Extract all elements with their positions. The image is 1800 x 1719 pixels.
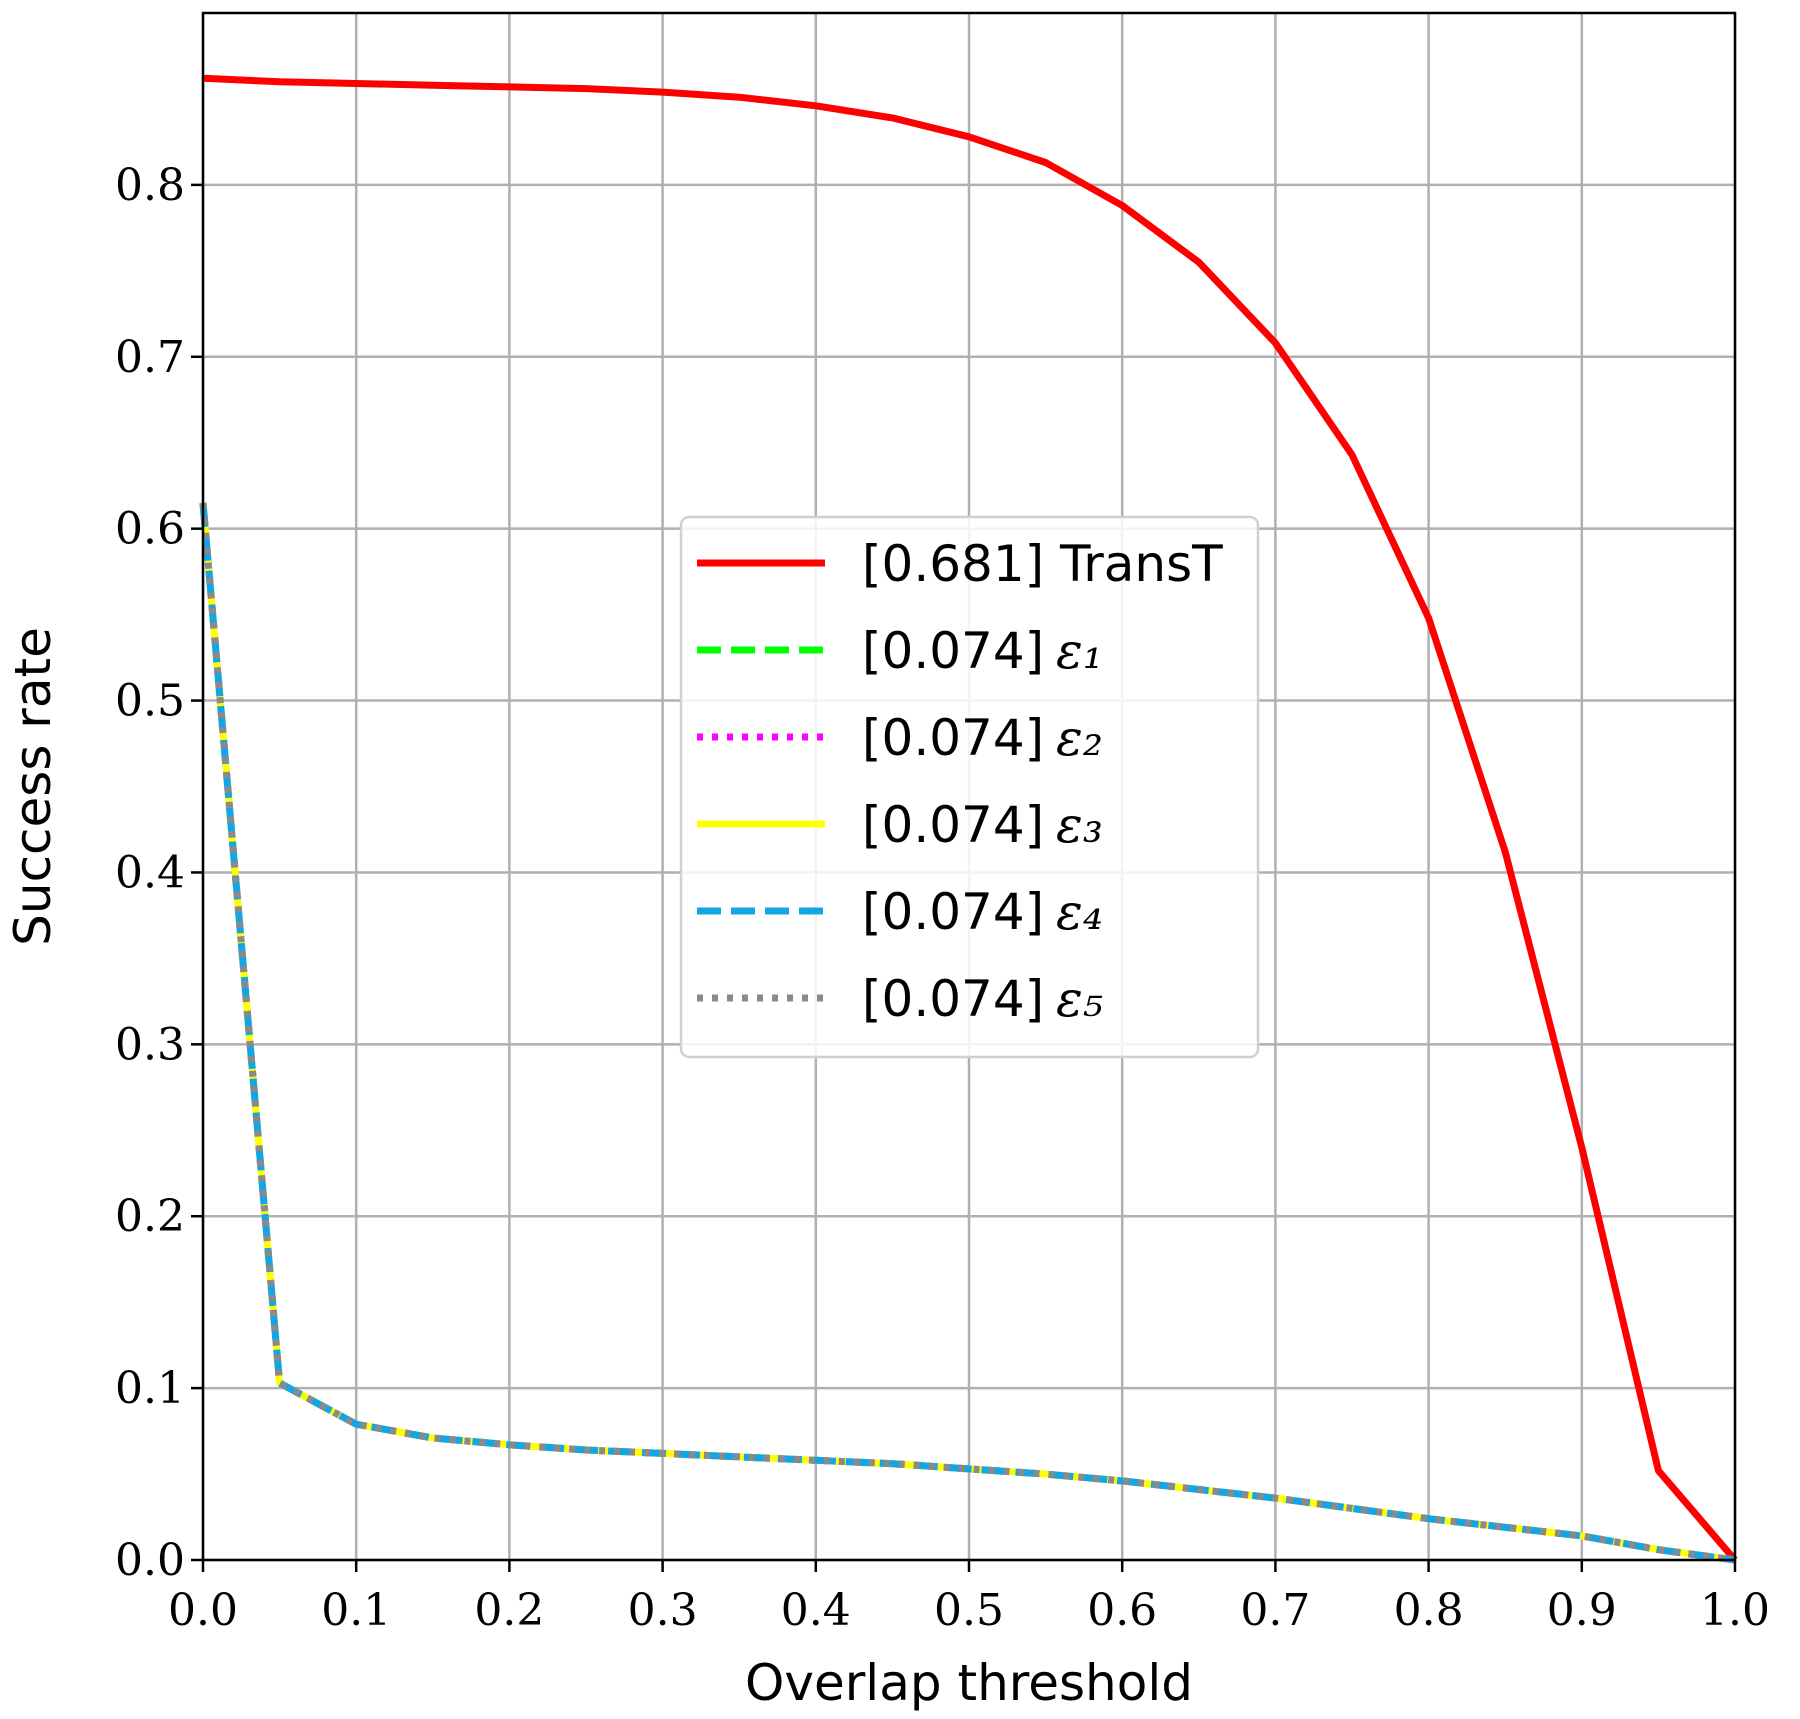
legend-label-1: [0.681] TransT — [862, 535, 1223, 593]
series-line-5 — [199, 502, 1736, 1564]
y-tick-label: 0.7 — [115, 332, 185, 383]
x-tick-label: 1.0 — [1700, 1585, 1770, 1636]
legend-symbol-4: ε₃ — [1056, 796, 1103, 854]
axis-ticks: 0.0 0.1 0.2 0.3 0.4 0.5 0.6 0.7 0.8 0.9 1.0 0.0 0.1 0… — [115, 160, 1770, 1636]
legend-label-5: [0.074] — [862, 883, 1044, 941]
legend-symbol-6: ε₅ — [1056, 970, 1103, 1028]
legend-label-3: [0.074] — [862, 709, 1044, 767]
y-tick-label: 0.6 — [115, 504, 185, 555]
x-tick-label: 0.8 — [1394, 1585, 1464, 1636]
y-tick-label: 0.5 — [115, 676, 185, 727]
x-tick-label: 0.5 — [934, 1585, 1004, 1636]
y-tick-label: 0.2 — [115, 1191, 185, 1242]
legend-symbol-2: ε₁ — [1056, 622, 1103, 680]
x-tick-label: 0.7 — [1240, 1585, 1310, 1636]
x-tick-label: 0.0 — [168, 1585, 238, 1636]
legend: [0.681] TransT[0.074] ε₁[0.074] ε₂[0.074] ε… — [679, 515, 1260, 1059]
x-tick-label: 0.4 — [781, 1585, 851, 1636]
x-tick-label: 0.2 — [474, 1585, 544, 1636]
x-tick-label: 0.1 — [321, 1585, 391, 1636]
legend-symbol-3: ε₂ — [1056, 709, 1103, 767]
x-tick-label: 0.3 — [628, 1585, 698, 1636]
legend-label-6: [0.074] — [862, 970, 1044, 1028]
legend-box — [679, 515, 1260, 1059]
x-tick-label: 0.9 — [1547, 1585, 1617, 1636]
series-lines — [199, 74, 1738, 1564]
legend-symbol-5: ε₄ — [1056, 883, 1103, 941]
x-tick-label: 0.6 — [1087, 1585, 1157, 1636]
y-tick-label: 0.1 — [115, 1363, 185, 1414]
x-axis-title: Overlap threshold — [745, 1654, 1193, 1712]
y-tick-label: 0.8 — [115, 160, 185, 211]
y-tick-label: 0.4 — [115, 847, 185, 898]
y-tick-label: 0.0 — [115, 1535, 185, 1586]
legend-label-4: [0.074] — [862, 796, 1044, 854]
y-axis-title: Success rate — [4, 627, 62, 946]
legend-label-2: [0.074] — [862, 622, 1044, 680]
series-line-1 — [202, 74, 1738, 1563]
y-tick-label: 0.3 — [115, 1019, 185, 1070]
